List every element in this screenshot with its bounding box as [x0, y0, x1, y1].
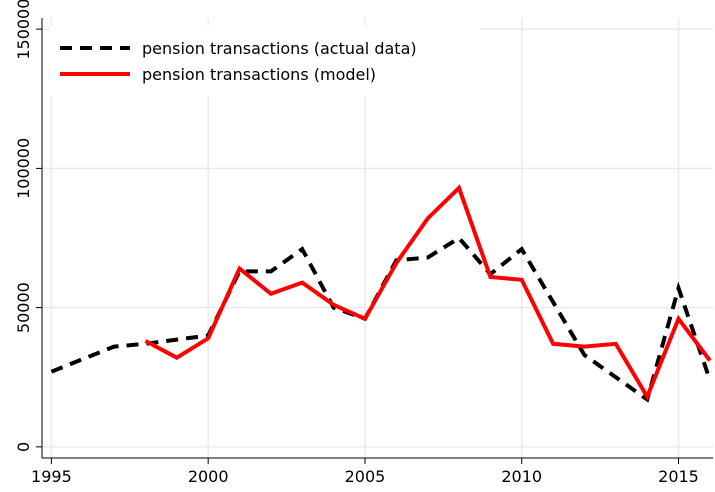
legend-label: pension transactions (model): [142, 65, 376, 84]
y-tick-label: 100000: [14, 138, 33, 199]
series-line: [50, 235, 712, 403]
x-tick-label: 2010: [501, 467, 542, 486]
series-line: [144, 184, 712, 402]
y-tick-label: 150000: [14, 0, 33, 60]
x-tick-label: 2000: [188, 467, 229, 486]
legend-label: pension transactions (actual data): [142, 39, 417, 58]
x-tick-label: 2015: [658, 467, 699, 486]
y-tick-label: 50000: [14, 282, 33, 333]
legend-box: [50, 26, 480, 96]
x-tick-label: 2005: [345, 467, 386, 486]
y-tick-label: 0: [14, 442, 33, 452]
x-tick-label: 1995: [31, 467, 72, 486]
